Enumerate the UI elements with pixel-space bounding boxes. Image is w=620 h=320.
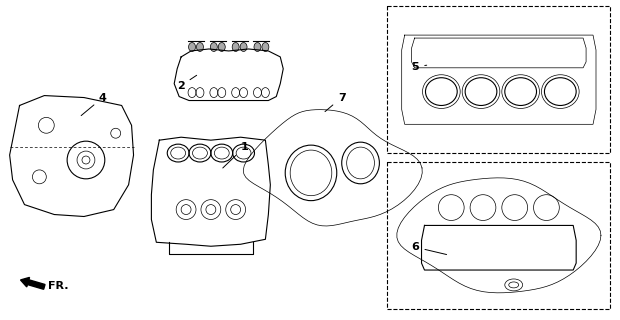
Text: 2: 2 [177,75,197,91]
Bar [388,162,610,309]
Ellipse shape [218,43,225,52]
Text: FR.: FR. [48,281,69,291]
Ellipse shape [197,43,203,52]
Bar [388,6,610,153]
Ellipse shape [232,43,239,52]
Ellipse shape [188,43,195,52]
Text: 5: 5 [412,62,427,72]
Ellipse shape [254,43,261,52]
Ellipse shape [262,43,269,52]
Ellipse shape [240,43,247,52]
Text: 6: 6 [412,242,446,254]
Ellipse shape [210,43,218,52]
FancyArrow shape [20,277,45,289]
Text: 1: 1 [223,142,249,168]
Text: 4: 4 [81,92,107,116]
Text: 7: 7 [325,92,345,112]
